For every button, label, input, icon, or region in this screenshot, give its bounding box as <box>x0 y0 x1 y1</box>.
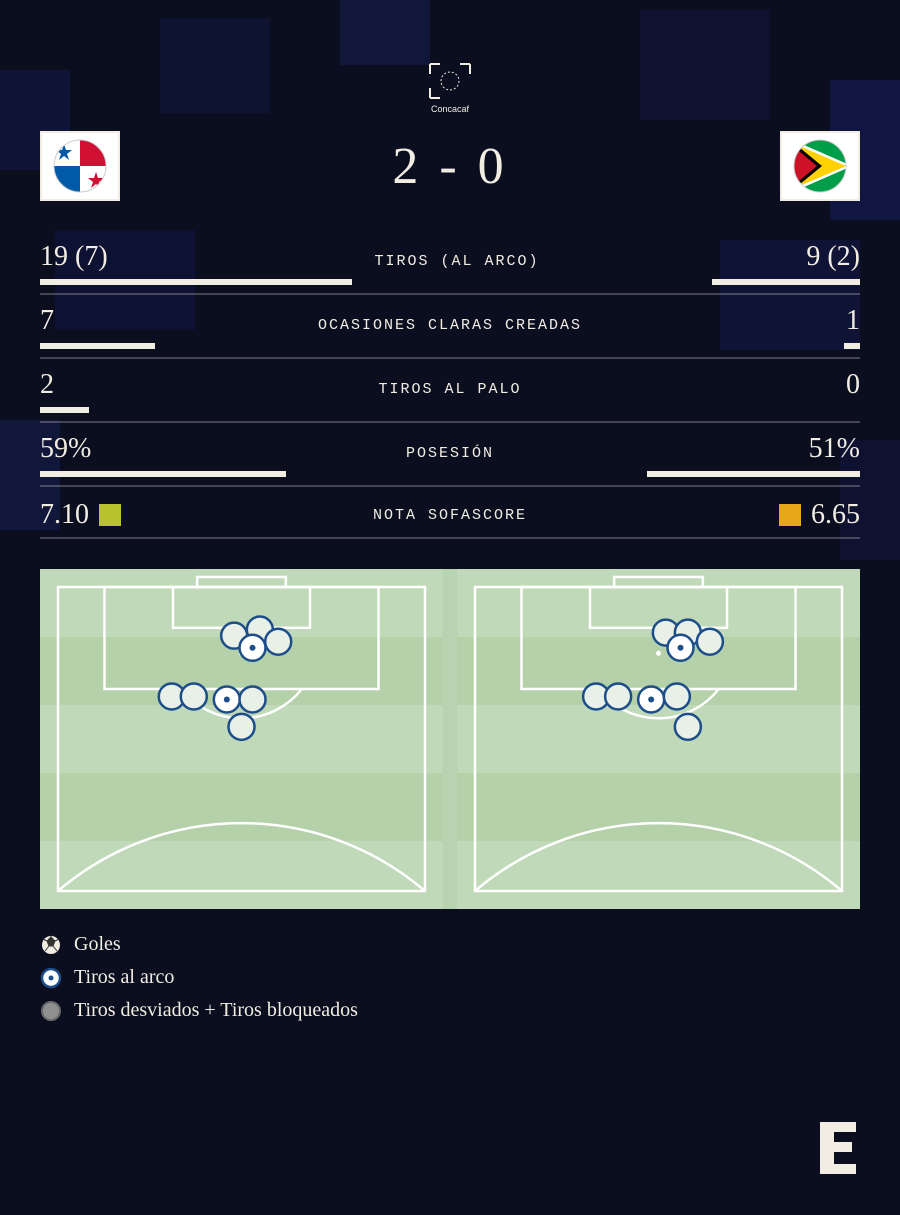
legend-off-blocked: Tiros desviados + Tiros bloqueados <box>40 999 860 1022</box>
rating-away-color <box>779 504 801 526</box>
concacaf-label: Concacaf <box>431 104 470 114</box>
shot-marker <box>181 683 207 709</box>
away-shot-map <box>457 569 860 909</box>
stat-away-value: 0 <box>846 369 860 401</box>
shot-marker <box>229 714 255 740</box>
concacaf-icon: Concacaf <box>420 60 480 116</box>
stat-label: POSESIÓN <box>406 445 494 462</box>
stat-row: 59% POSESIÓN 51% <box>40 423 860 487</box>
stat-away-value: 51% <box>809 433 860 465</box>
stat-home-value: 7 <box>40 305 54 337</box>
rating-label: NOTA SOFASCORE <box>373 507 527 524</box>
stat-label: TIROS (AL ARCO) <box>374 253 539 270</box>
shot-marker <box>240 686 266 712</box>
home-shot-map <box>40 569 443 909</box>
shot-marker <box>605 683 631 709</box>
stat-row: 19 (7) TIROS (AL ARCO) 9 (2) <box>40 231 860 295</box>
shot-marker <box>265 629 291 655</box>
stat-home-bar <box>40 279 352 285</box>
rating-home-color <box>99 504 121 526</box>
score-row: 2 - 0 <box>40 131 860 201</box>
stat-home-value: 2 <box>40 369 54 401</box>
stat-home-bar <box>40 407 89 413</box>
stat-away-value: 9 (2) <box>806 241 860 273</box>
concacaf-header: Concacaf <box>40 60 860 121</box>
stat-home-value: 59% <box>40 433 91 465</box>
legend-on-target-label: Tiros al arco <box>74 966 174 989</box>
stat-away-value: 1 <box>846 305 860 337</box>
brand-mark <box>816 1122 860 1185</box>
stat-away-bar <box>712 279 860 285</box>
rating-row: 7.10 NOTA SOFASCORE 6.65 <box>40 487 860 539</box>
shot-marker <box>697 629 723 655</box>
goal-icon <box>40 934 62 956</box>
shot-marker <box>664 683 690 709</box>
stats-section: 19 (7) TIROS (AL ARCO) 9 (2) 7 OCASIONES… <box>40 231 860 487</box>
stat-home-bar <box>40 471 286 477</box>
off-target-icon <box>40 1000 62 1022</box>
on-target-icon <box>40 967 62 989</box>
home-score: 2 <box>392 138 422 195</box>
rating-home-value: 7.10 <box>40 499 89 531</box>
legend: Goles Tiros al arco Tiros desviados + Ti… <box>40 933 860 1022</box>
legend-off-blocked-label: Tiros desviados + Tiros bloqueados <box>74 999 358 1022</box>
legend-goals-label: Goles <box>74 933 121 956</box>
home-flag <box>40 131 120 201</box>
shot-maps <box>40 569 860 909</box>
stat-row: 2 TIROS AL PALO 0 <box>40 359 860 423</box>
rating-away-value: 6.65 <box>811 499 860 531</box>
stat-away-bar <box>647 471 860 477</box>
legend-on-target: Tiros al arco <box>40 966 860 989</box>
legend-goals: Goles <box>40 933 860 956</box>
stat-away-bar <box>844 343 860 349</box>
infographic-content: Concacaf 2 - 0 <box>0 0 900 1062</box>
away-score: 0 <box>478 138 508 195</box>
stat-label: TIROS AL PALO <box>378 381 521 398</box>
stat-label: OCASIONES CLARAS CREADAS <box>318 317 582 334</box>
away-flag <box>780 131 860 201</box>
stat-home-bar <box>40 343 155 349</box>
score-separator: - <box>439 138 460 195</box>
match-score: 2 - 0 <box>392 137 507 196</box>
stat-row: 7 OCASIONES CLARAS CREADAS 1 <box>40 295 860 359</box>
stat-home-value: 19 (7) <box>40 241 108 273</box>
shot-marker <box>675 714 701 740</box>
